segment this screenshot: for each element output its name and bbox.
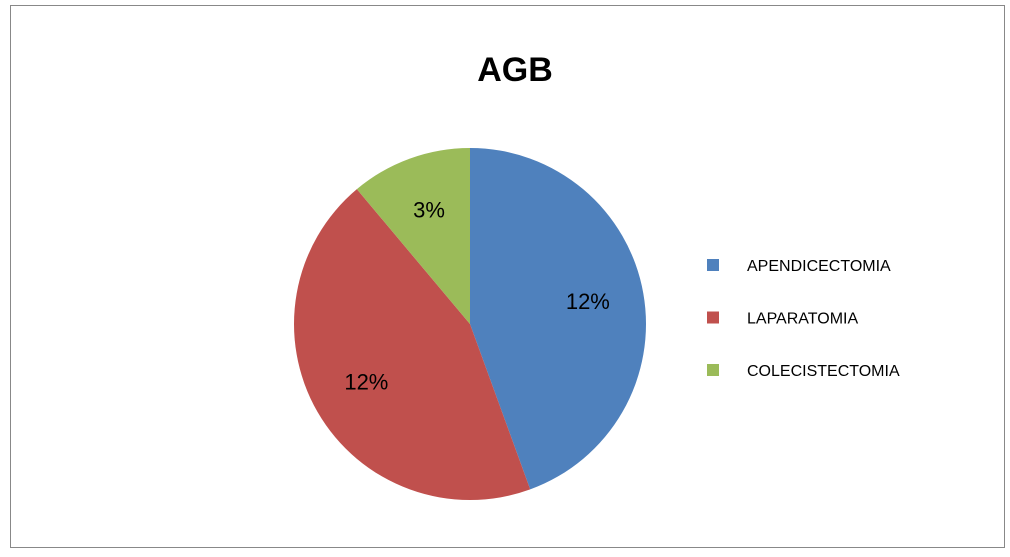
legend-swatch — [707, 259, 719, 271]
data-label: 12% — [566, 289, 610, 314]
legend-label: COLECISTECTOMIA — [747, 363, 900, 380]
pie-slice — [356, 148, 470, 324]
pie-slice — [470, 148, 647, 490]
chart-title: AGB — [477, 51, 553, 89]
legend-swatch — [707, 364, 719, 376]
data-label: 12% — [344, 370, 388, 395]
data-label: 3% — [413, 197, 445, 222]
legend-label: APENDICECTOMIA — [747, 258, 891, 275]
pie-slice — [294, 189, 531, 501]
legend-label: LAPARATOMIA — [747, 311, 858, 328]
legend-swatch — [707, 311, 719, 324]
